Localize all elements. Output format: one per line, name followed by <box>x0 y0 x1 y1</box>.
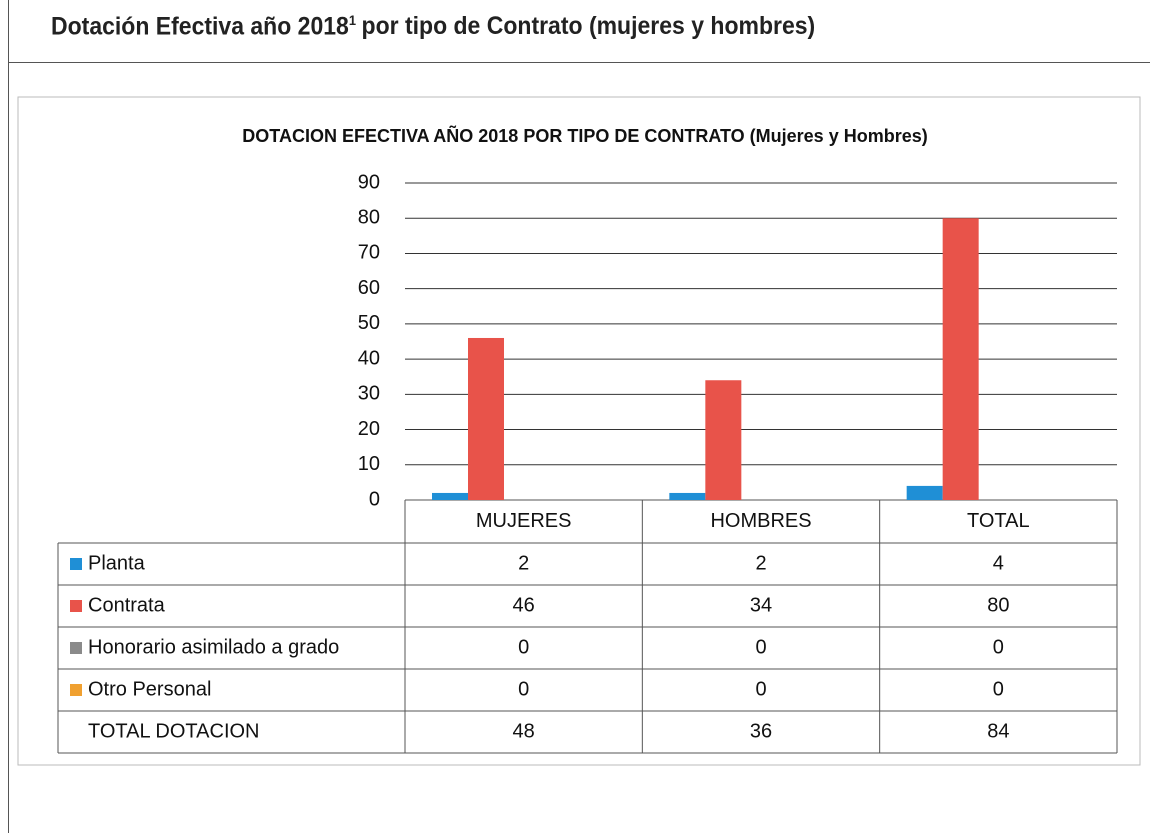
x-tick-label: MUJERES <box>476 510 572 532</box>
x-tick-label: HOMBRES <box>710 510 811 532</box>
total-value: 84 <box>987 720 1009 742</box>
table-value: 80 <box>987 594 1009 616</box>
table-value: 0 <box>755 636 766 658</box>
chart-title: DOTACION EFECTIVA AÑO 2018 POR TIPO DE C… <box>242 125 927 146</box>
table-value: 0 <box>993 636 1004 658</box>
legend-swatch <box>70 642 82 654</box>
bar <box>906 485 943 500</box>
table-value: 34 <box>750 594 772 616</box>
heading-main: Dotación Efectiva año 2018 <box>51 12 349 41</box>
total-value: 48 <box>513 720 535 742</box>
y-tick-label: 10 <box>358 453 380 475</box>
x-tick-label: TOTAL <box>967 510 1030 532</box>
total-value: 36 <box>750 720 772 742</box>
y-tick-label: 80 <box>358 207 380 229</box>
y-tick-label: 0 <box>369 488 380 510</box>
legend-label: Planta <box>88 552 146 574</box>
chart-frame <box>17 96 1141 766</box>
table-value: 0 <box>993 678 1004 700</box>
border <box>8 62 9 833</box>
table-value: 2 <box>518 552 529 574</box>
bar <box>432 492 468 500</box>
bar <box>468 337 504 500</box>
table-value: 2 <box>755 552 766 574</box>
table-value: 46 <box>513 594 535 616</box>
heading: Dotación Efectiva año 20181 por tipo de C… <box>51 12 815 41</box>
y-tick-label: 30 <box>358 383 380 405</box>
legend-label: Honorario asimilado a grado <box>88 636 339 658</box>
y-tick-label: 90 <box>358 171 380 193</box>
y-tick-label: 40 <box>358 347 380 369</box>
y-tick-label: 70 <box>358 242 380 264</box>
table-value: 4 <box>993 552 1004 574</box>
y-tick-label: 50 <box>358 312 380 334</box>
legend-label: Otro Personal <box>88 678 211 700</box>
bar <box>669 492 706 500</box>
legend-swatch <box>70 600 82 612</box>
legend-swatch <box>70 684 82 696</box>
table-value: 0 <box>755 678 766 700</box>
header: Dotación Efectiva año 20181 por tipo de C… <box>8 0 1150 63</box>
total-label: TOTAL DOTACION <box>88 720 260 742</box>
heading-rest: por tipo de Contrato (mujeres y hombres) <box>361 12 816 41</box>
table-value: 0 <box>518 636 529 658</box>
table-value: 0 <box>518 678 529 700</box>
legend-swatch <box>70 558 82 570</box>
footnote-mark: 1 <box>348 12 357 28</box>
bar <box>705 380 742 500</box>
y-tick-label: 20 <box>358 418 380 440</box>
legend-label: Contrata <box>88 594 166 616</box>
y-tick-label: 60 <box>358 277 380 299</box>
bar <box>942 218 979 500</box>
